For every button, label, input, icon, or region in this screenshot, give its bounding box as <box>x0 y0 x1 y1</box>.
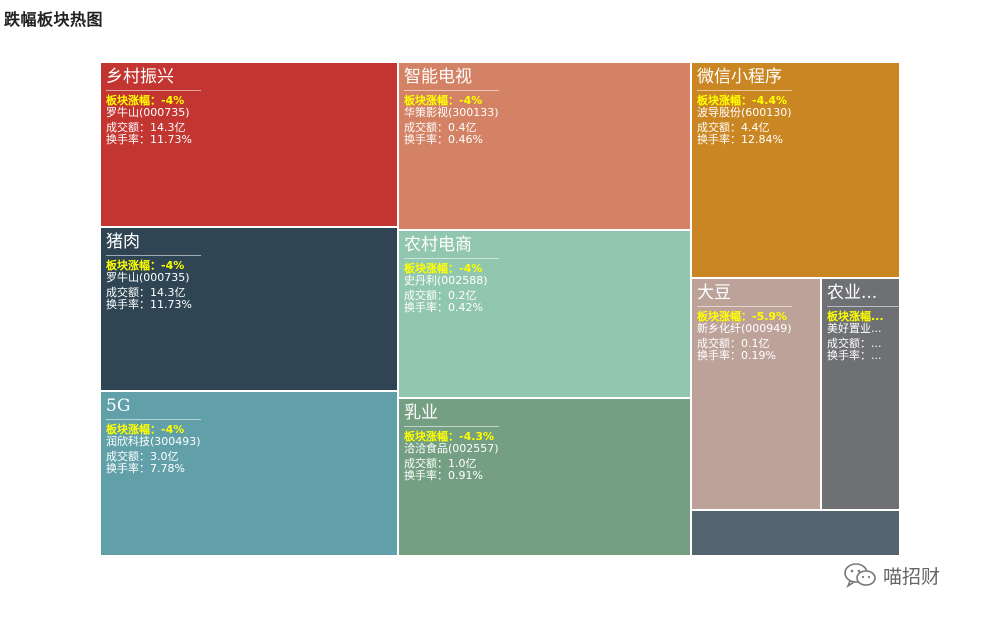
tile-turnover: 换手率：11.73% <box>106 133 192 146</box>
tile-volume: 成交额：1.0亿 <box>404 457 477 470</box>
treemap-tile[interactable]: 大豆板块涨幅：-5.9% 新乡化纤(000949) 成交额：0.1亿 换手率：0.19… <box>691 278 821 510</box>
tile-turnover: 换手率：0.46% <box>404 133 483 146</box>
tile-name: 农业... <box>827 283 878 303</box>
tile-turnover: 换手率：0.42% <box>404 301 483 314</box>
tile-name: 微信小程序 <box>697 67 782 87</box>
tile-volume: 成交额：0.1亿 <box>697 337 770 350</box>
tile-divider <box>106 90 201 91</box>
tile-leading-stock: 华策影视(300133) <box>404 106 499 119</box>
tile-change-pct: 板块涨幅：-4% <box>106 94 185 107</box>
tile-divider <box>697 90 792 91</box>
tile-divider <box>404 90 499 91</box>
tile-name: 智能电视 <box>404 67 472 87</box>
tile-leading-stock: 美好置业... <box>827 322 882 335</box>
tile-divider <box>404 258 499 259</box>
tile-leading-stock: 罗牛山(000735) <box>106 106 190 119</box>
treemap-tile[interactable]: 微信小程序板块涨幅：-4.4% 波导股份(600130) 成交额：4.4亿 换手率：1… <box>691 62 900 278</box>
tile-volume: 成交额：4.4亿 <box>697 121 770 134</box>
watermark-text: 喵招财 <box>883 565 941 588</box>
tile-leading-stock: 波导股份(600130) <box>697 106 792 119</box>
treemap-tile[interactable]: 智能电视板块涨幅：-4% 华策影视(300133) 成交额：0.4亿 换手率：0.46… <box>398 62 691 230</box>
tile-divider <box>697 306 792 307</box>
treemap-tile[interactable]: 乳业板块涨幅：-4.3% 洽洽食品(002557) 成交额：1.0亿 换手率：0.91… <box>398 398 691 556</box>
tile-change-pct: 板块涨幅：-4% <box>106 423 185 436</box>
tile-divider <box>106 255 201 256</box>
tile-name: 大豆 <box>697 283 731 303</box>
tile-change-pct: 板块涨幅：-4% <box>106 259 185 272</box>
tile-change-pct: 板块涨幅：-5.9% <box>697 310 788 323</box>
tile-leading-stock: 洽洽食品(002557) <box>404 442 499 455</box>
tile-divider <box>404 426 499 427</box>
page-title: 跌幅板块热图 <box>4 10 104 29</box>
tile-volume: 成交额：... <box>827 337 882 350</box>
tile-volume: 成交额：14.3亿 <box>106 286 186 299</box>
tile-leading-stock: 润欣科技(300493) <box>106 435 201 448</box>
tile-leading-stock: 史丹利(002588) <box>404 274 488 287</box>
tile-change-pct: 板块涨幅... <box>827 310 884 323</box>
tile-volume: 成交额：0.4亿 <box>404 121 477 134</box>
tile-divider <box>827 306 899 307</box>
tile-volume: 成交额：14.3亿 <box>106 121 186 134</box>
tile-change-pct: 板块涨幅：-4.3% <box>404 430 495 443</box>
tile-turnover: 换手率：... <box>827 349 882 362</box>
tile-divider <box>106 419 201 420</box>
tile-change-pct: 板块涨幅：-4% <box>404 262 483 275</box>
treemap-tile[interactable]: 猪肉板块涨幅：-4% 罗牛山(000735) 成交额：14.3亿 换手率：11.73% <box>100 227 398 391</box>
tile-name: 农村电商 <box>404 235 472 255</box>
tile-leading-stock: 新乡化纤(000949) <box>697 322 792 335</box>
tile-change-pct: 板块涨幅：-4% <box>404 94 483 107</box>
tile-name: 猪肉 <box>106 232 140 252</box>
tile-turnover: 换手率：7.78% <box>106 462 185 475</box>
watermark: 喵招财 <box>843 560 940 590</box>
tile-turnover: 换手率：0.91% <box>404 469 483 482</box>
tile-name: 乳业 <box>404 403 438 423</box>
tile-turnover: 换手率：0.19% <box>697 349 776 362</box>
treemap-tile[interactable]: 乡村振兴板块涨幅：-4% 罗牛山(000735) 成交额：14.3亿 换手率：11.7… <box>100 62 398 227</box>
treemap-tile[interactable]: 5G 板块涨幅：-4% 润欣科技(300493) 成交额：3.0亿 换手率：7.78% <box>100 391 398 556</box>
tile-change-pct: 板块涨幅：-4.4% <box>697 94 788 107</box>
tile-leading-stock: 罗牛山(000735) <box>106 271 190 284</box>
tile-turnover: 换手率：11.73% <box>106 298 192 311</box>
tile-name: 5G <box>106 396 131 416</box>
treemap-tile[interactable] <box>691 510 900 556</box>
tile-name: 乡村振兴 <box>106 67 174 87</box>
wechat-icon <box>843 562 877 588</box>
tile-volume: 成交额：0.2亿 <box>404 289 477 302</box>
treemap-tile[interactable]: 农村电商板块涨幅：-4% 史丹利(002588) 成交额：0.2亿 换手率：0.42% <box>398 230 691 398</box>
tile-volume: 成交额：3.0亿 <box>106 450 179 463</box>
tile-turnover: 换手率：12.84% <box>697 133 783 146</box>
treemap-tile[interactable]: 农业... 板块涨幅... 美好置业... 成交额：... 换手率：... <box>821 278 900 510</box>
